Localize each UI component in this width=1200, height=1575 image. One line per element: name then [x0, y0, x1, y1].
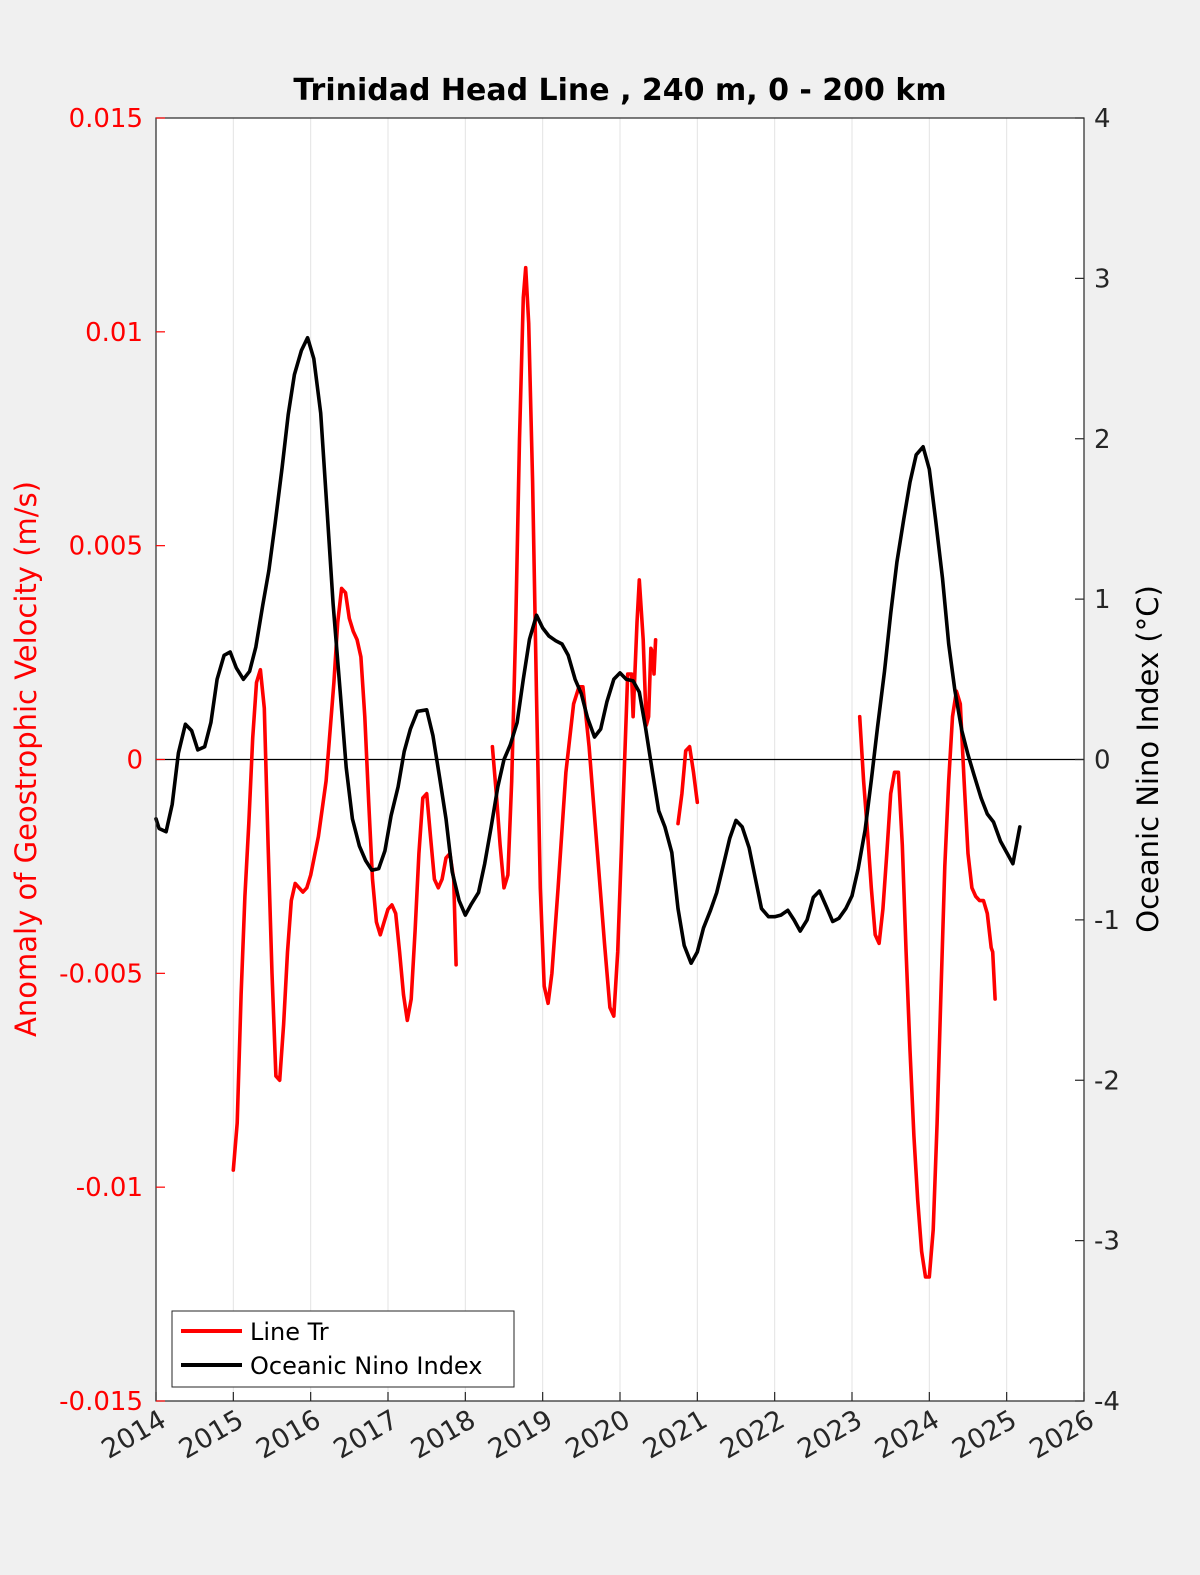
y-left-tick-label: -0.01 — [76, 1173, 143, 1203]
y-right-tick-label: 1 — [1094, 585, 1111, 615]
series-line-tr-segment-1 — [231, 586, 458, 1172]
series-line-tr-segment-3 — [676, 744, 700, 826]
y-right-tick-label: -3 — [1094, 1227, 1120, 1257]
y-left-tick-label: 0 — [126, 746, 143, 776]
y-right-tick-label: 2 — [1094, 425, 1111, 455]
y-left-tick-label: 0.005 — [69, 532, 143, 562]
y-left-tick-label: 0.015 — [69, 104, 143, 134]
y-right-tick-label: 3 — [1094, 264, 1111, 294]
y-right-tick-label: -1 — [1094, 906, 1120, 936]
y-left-tick-label: -0.005 — [59, 959, 143, 989]
legend-box — [171, 1310, 515, 1388]
legend: Line Tr Oceanic Nino Index — [171, 1310, 515, 1388]
chart-title: Trinidad Head Line , 240 m, 0 - 200 km — [293, 73, 946, 108]
series-oceanic-nino-index-segment-1 — [154, 335, 1022, 965]
legend-label-line-tr: Line Tr — [250, 1318, 329, 1346]
y-right-tick-label: -2 — [1094, 1066, 1120, 1096]
y-right-tick-label: -4 — [1094, 1387, 1120, 1417]
y-left-tick-label: 0.01 — [85, 318, 143, 348]
y-axis-left-label: Anomaly of Geostrophic Velocity (m/s) — [9, 481, 43, 1037]
y-right-tick-label: 0 — [1094, 746, 1111, 776]
y-axis-right-label: Oceanic Nino Index (°C) — [1131, 585, 1165, 933]
y-left-tick-label: -0.015 — [59, 1387, 143, 1417]
legend-label-oni: Oceanic Nino Index — [250, 1352, 482, 1380]
series-line-tr-segment-4 — [857, 689, 997, 1279]
y-right-tick-label: 4 — [1094, 104, 1111, 134]
series-layer — [154, 265, 1022, 1279]
